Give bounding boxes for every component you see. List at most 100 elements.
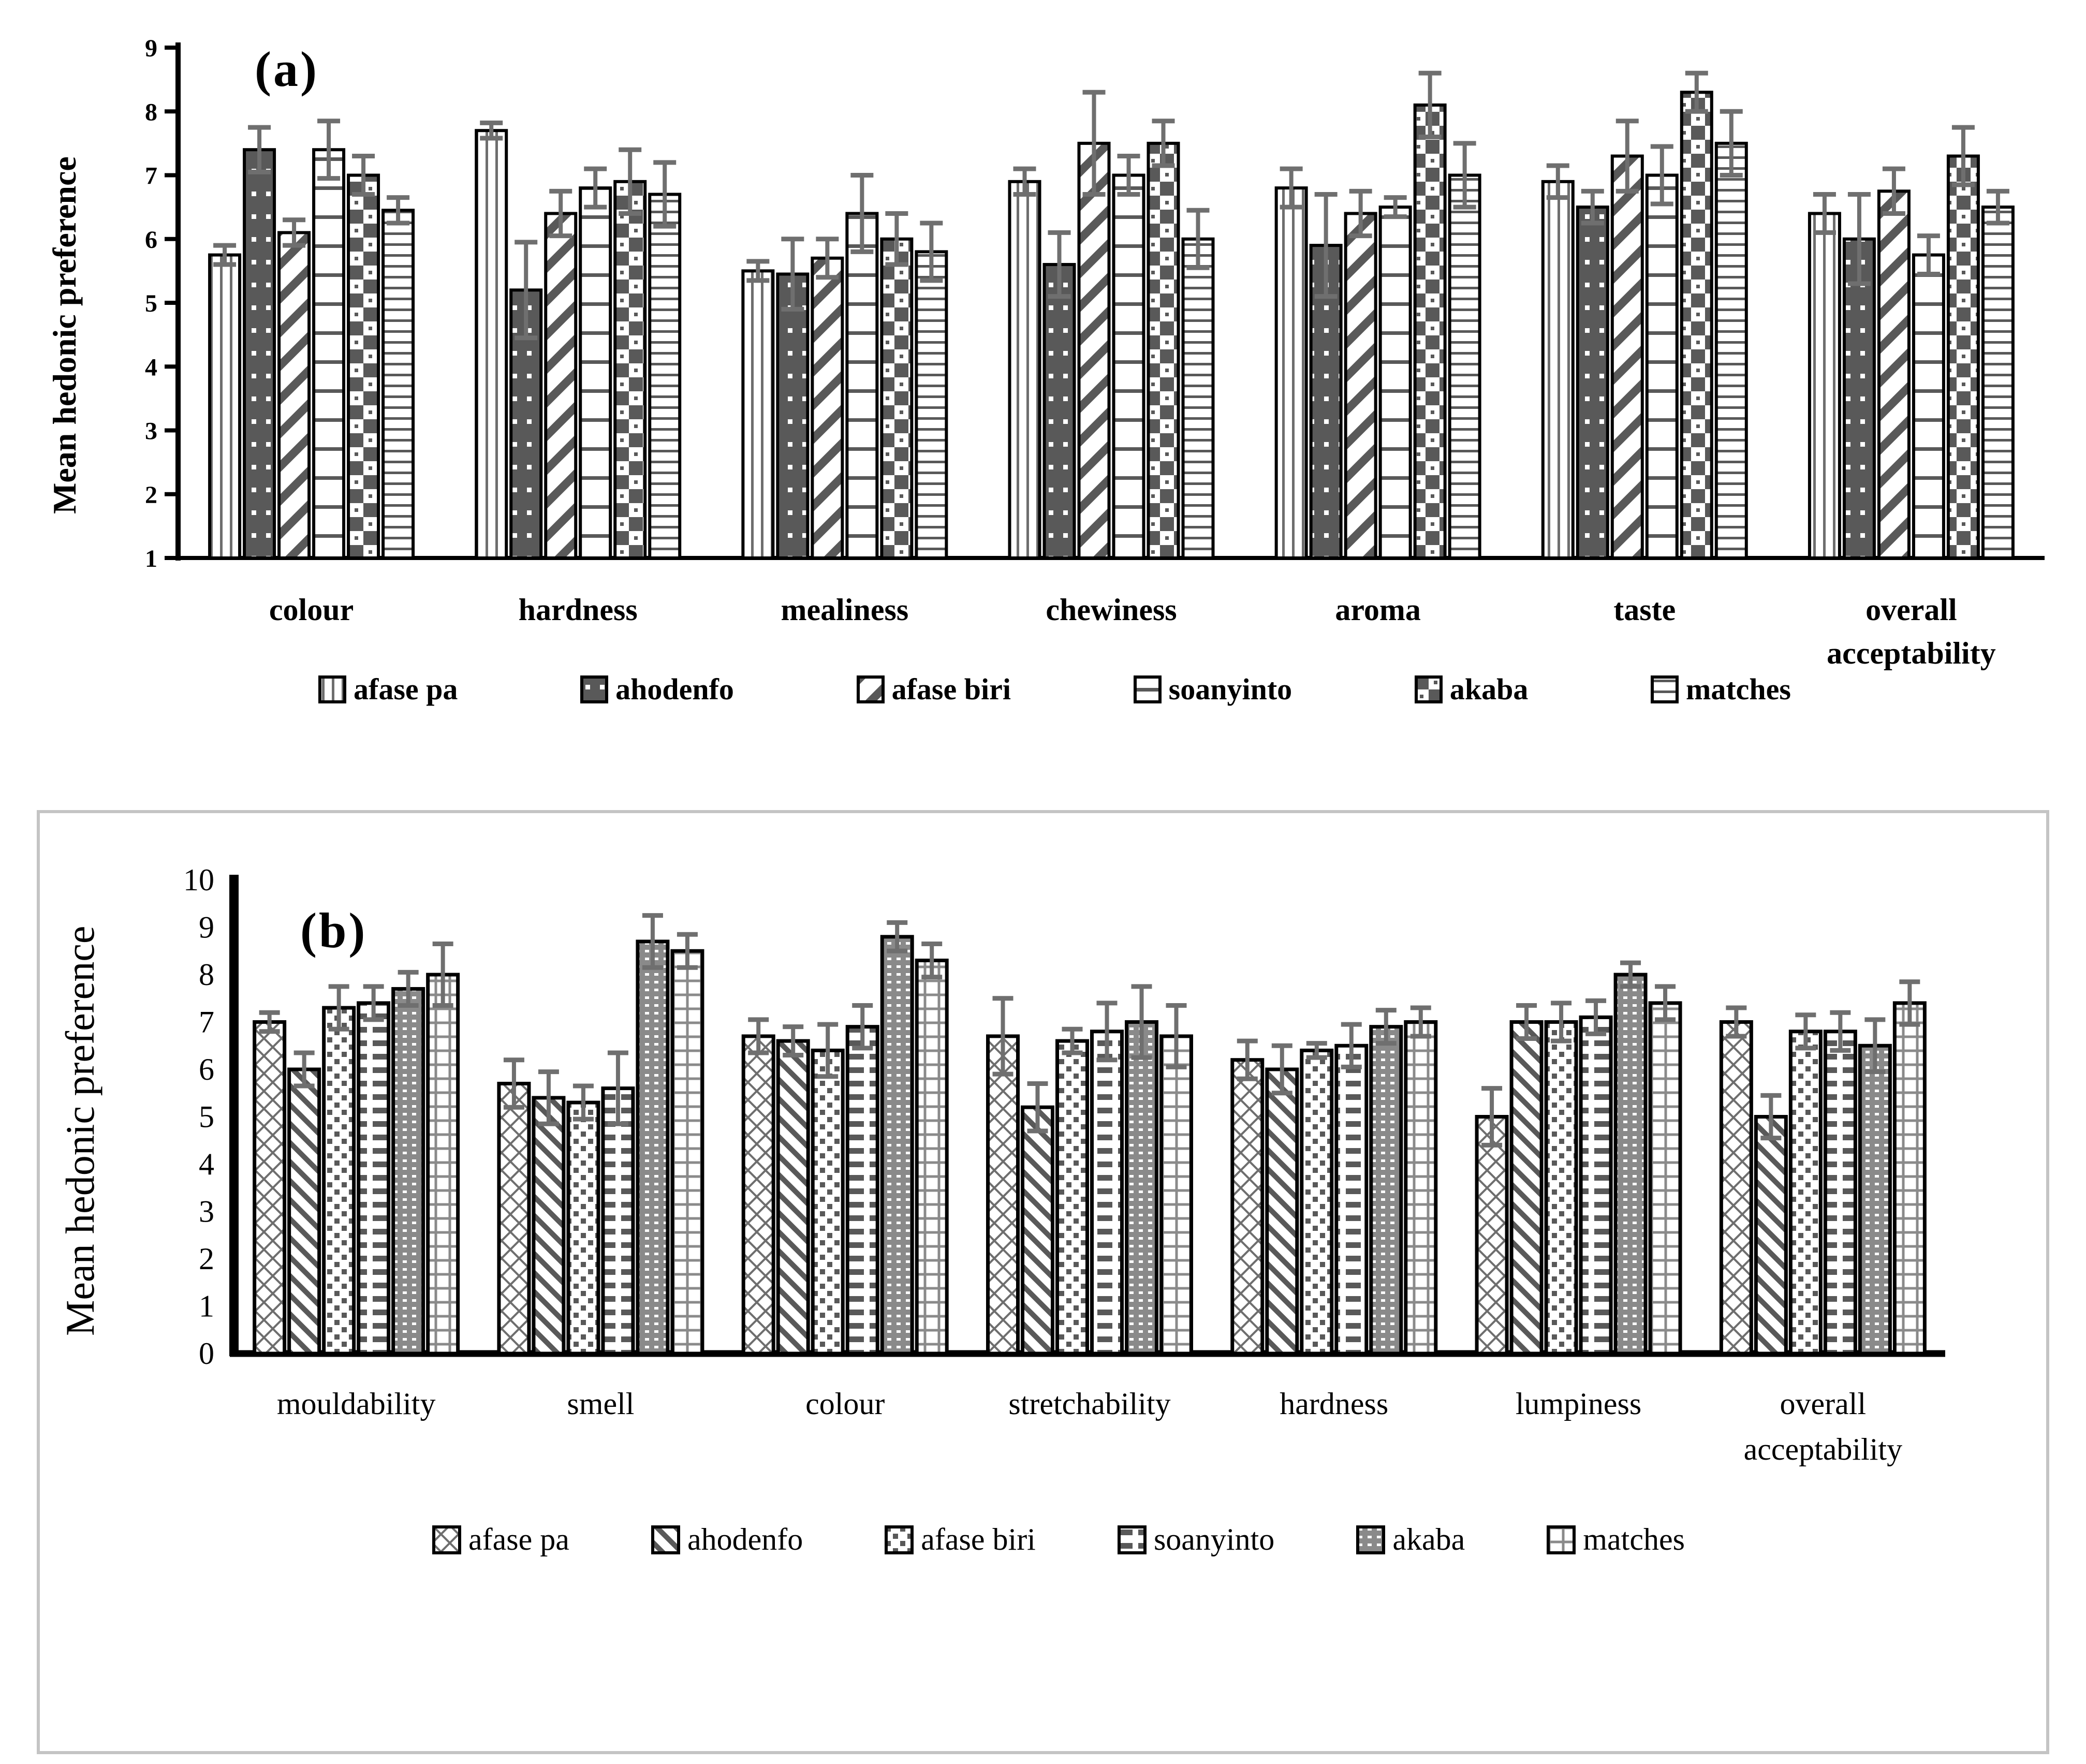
- legend-swatch-rect: [318, 675, 346, 703]
- bar-akaba: [880, 237, 914, 560]
- legend-swatch-rect: [651, 1525, 680, 1554]
- bar-afase-pa: [497, 1081, 531, 1356]
- legend-swatch-open-grid: [1547, 1525, 1576, 1554]
- bar-afase-biri: [322, 1006, 356, 1356]
- y-tick-label: 2: [199, 1242, 214, 1276]
- bar-matches: [1181, 237, 1215, 560]
- legend-swatch-checkerboard: [1414, 675, 1443, 703]
- bar-akaba: [1147, 141, 1180, 560]
- y-tick-label: 3: [199, 1195, 214, 1229]
- bar-ahodenfo: [1842, 237, 1876, 560]
- legend-label: matches: [1686, 672, 1791, 706]
- bar-soanyinto: [1090, 1030, 1124, 1356]
- y-tick-label: 1: [199, 1289, 214, 1324]
- bar-akaba: [636, 939, 670, 1356]
- bar-akaba: [391, 987, 425, 1356]
- bar-afase-biri: [1077, 141, 1111, 560]
- legend-swatch-diagonal-stripes-thin: [651, 1525, 680, 1554]
- y-tick-label: 2: [145, 481, 157, 509]
- y-tick-label: 5: [145, 290, 157, 317]
- bar-soanyinto: [1645, 173, 1679, 560]
- category-label: overall: [1865, 593, 1957, 627]
- bar-akaba: [880, 935, 914, 1356]
- bar-akaba: [613, 180, 647, 560]
- bar-afase-biri: [1788, 1030, 1823, 1356]
- y-tick-label: 8: [145, 98, 157, 126]
- legend-item-matches: matches: [1547, 1522, 1685, 1557]
- bar-ahodenfo: [1021, 1105, 1054, 1356]
- legend-swatch-gray-white-dots: [1356, 1525, 1386, 1554]
- legend-swatch-horizontal-lines-wide: [1133, 675, 1162, 703]
- bar-matches: [648, 193, 682, 560]
- legend-item-afase-pa: afase pa: [318, 672, 458, 707]
- bar-afase-pa: [1541, 180, 1575, 560]
- bar-afase-pa: [741, 1034, 775, 1356]
- legend-swatch-rect: [1547, 1525, 1576, 1554]
- legend-item-akaba: akaba: [1356, 1522, 1465, 1557]
- panel-a-legend: afase pa ahodenfo afase biri soanyinto akaba…: [318, 672, 1791, 707]
- legend-label: afase pa: [354, 672, 458, 706]
- bar-ahodenfo: [1509, 1020, 1544, 1356]
- category-label: overall: [1780, 1387, 1867, 1421]
- bar-akaba: [1946, 154, 1980, 560]
- legend-swatch-horizontal-dashes: [1117, 1525, 1147, 1554]
- y-tick-label: 9: [199, 910, 214, 945]
- bar-soanyinto: [1334, 1043, 1369, 1356]
- bar-soanyinto: [312, 148, 346, 560]
- legend-item-ahodenfo: ahodenfo: [580, 672, 734, 707]
- panel-b-legend: afase pa ahodenfo afase biri soanyinto akaba…: [432, 1522, 1685, 1557]
- legend-label: ahodenfo: [687, 1522, 803, 1556]
- bar-akaba: [1613, 973, 1648, 1356]
- category-label: mealiness: [781, 593, 909, 627]
- legend-item-matches: matches: [1651, 672, 1791, 707]
- bar-matches: [670, 949, 704, 1356]
- bar-akaba: [347, 173, 380, 560]
- bar-matches: [1404, 1020, 1438, 1356]
- bar-soanyinto: [1579, 1015, 1613, 1356]
- bar-matches: [1892, 1001, 1927, 1356]
- bar-matches: [1714, 141, 1748, 560]
- legend-label: akaba: [1449, 672, 1529, 706]
- legend-swatch-horizontal-lines-dense: [1651, 675, 1679, 703]
- bar-ahodenfo: [1265, 1067, 1299, 1356]
- legend-swatch-diagonal-stripes-wide: [856, 675, 885, 703]
- legend-label: ahodenfo: [615, 672, 734, 706]
- bar-ahodenfo: [1576, 205, 1609, 560]
- panel-b-y-axis-title: Mean hedonic preference: [57, 925, 102, 1336]
- legend-swatch-dark-white-dots: [580, 675, 609, 703]
- bar-afase-biri: [277, 231, 311, 560]
- bar-afase-pa: [208, 253, 242, 560]
- bar-akaba: [1369, 1025, 1403, 1356]
- bar-ahodenfo: [1754, 1115, 1788, 1356]
- panel-b-label: (b): [300, 903, 368, 958]
- y-tick-label: 8: [199, 958, 214, 992]
- legend-label: afase biri: [921, 1522, 1036, 1556]
- bar-matches: [1448, 173, 1481, 560]
- bar-afase-pa: [1274, 186, 1308, 560]
- legend-label: afase pa: [468, 1522, 569, 1556]
- category-label: smell: [567, 1387, 634, 1421]
- bar-matches: [1648, 1001, 1682, 1356]
- panel-a-y-axis-title: Mean hedonic preference: [46, 156, 83, 514]
- category-label: colour: [805, 1387, 885, 1421]
- legend-swatch-vertical-lines: [318, 675, 346, 703]
- legend-item-afase-pa: afase pa: [432, 1522, 569, 1557]
- bar-soanyinto: [1112, 173, 1145, 560]
- category-label: stretchability: [1008, 1387, 1170, 1421]
- bar-matches: [426, 973, 460, 1356]
- bar-soanyinto: [845, 1025, 879, 1356]
- bar-matches: [1981, 205, 2015, 560]
- bar-ahodenfo: [776, 272, 810, 560]
- bar-afase-pa: [1808, 212, 1841, 560]
- bar-akaba: [1680, 91, 1713, 560]
- legend-swatch-rect: [885, 1525, 914, 1554]
- panel-a-plot: 1 2 3 4 5 6 7 8 9 colour hardness mealiness chewines…: [145, 35, 2045, 670]
- category-label: taste: [1613, 593, 1676, 627]
- legend-label: matches: [1583, 1522, 1685, 1556]
- category-label: hardness: [1280, 1387, 1388, 1421]
- bar-matches: [915, 250, 948, 560]
- bar-afase-biri: [1055, 1039, 1089, 1356]
- bar-soanyinto: [579, 186, 612, 560]
